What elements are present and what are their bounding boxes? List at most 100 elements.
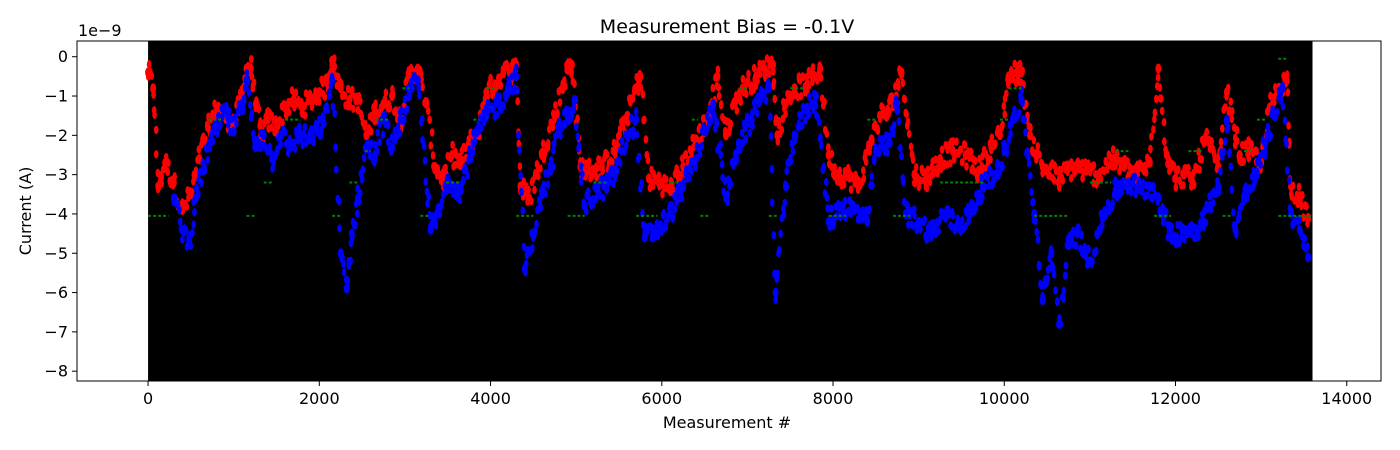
- data-point: [380, 114, 387, 125]
- data-point: [270, 164, 275, 173]
- data-point: [397, 129, 403, 138]
- data-point: [408, 63, 414, 73]
- data-point: [728, 179, 734, 188]
- data-point: [1074, 228, 1080, 239]
- data-point: [598, 161, 605, 172]
- data-point: [817, 63, 824, 74]
- data-point: [419, 115, 425, 124]
- data-point: [571, 103, 577, 112]
- data-point: [667, 208, 674, 219]
- data-point: [329, 75, 336, 86]
- data-point: [222, 106, 229, 117]
- data-point: [1018, 95, 1025, 105]
- data-point: [293, 88, 299, 97]
- data-point: [234, 119, 239, 128]
- data-point: [278, 139, 284, 149]
- data-point: [1138, 185, 1145, 196]
- data-point: [1168, 232, 1175, 243]
- data-point: [941, 208, 948, 219]
- data-point: [774, 130, 781, 141]
- data-point: [1152, 115, 1157, 124]
- data-point: [988, 155, 993, 164]
- data-point: [1146, 181, 1153, 192]
- data-point: [190, 228, 195, 237]
- data-point: [569, 70, 574, 79]
- data-point: [465, 171, 470, 180]
- data-point: [516, 130, 521, 140]
- data-point: [1181, 224, 1188, 235]
- data-point: [950, 211, 956, 220]
- data-point: [1069, 233, 1075, 242]
- data-point: [269, 123, 274, 132]
- data-point: [1284, 139, 1289, 149]
- data-point: [273, 122, 280, 133]
- data-point: [1280, 102, 1286, 111]
- data-point: [1073, 241, 1079, 250]
- data-point: [962, 140, 968, 150]
- data-point: [1230, 107, 1235, 116]
- data-point: [773, 295, 778, 304]
- data-point: [960, 158, 965, 167]
- data-point: [861, 174, 867, 183]
- data-point: [577, 141, 582, 151]
- data-point: [429, 128, 435, 137]
- data-point: [564, 110, 571, 121]
- data-point: [457, 157, 464, 168]
- data-point: [1296, 193, 1303, 204]
- data-point: [870, 181, 875, 190]
- data-point: [572, 79, 577, 89]
- data-point: [790, 92, 796, 101]
- data-point: [825, 216, 832, 227]
- data-point: [748, 114, 755, 125]
- data-point: [1148, 144, 1153, 154]
- data-point: [541, 180, 547, 190]
- data-point: [634, 130, 640, 139]
- data-point: [856, 207, 862, 216]
- data-point: [1288, 208, 1295, 219]
- data-point: [689, 166, 694, 176]
- data-point: [300, 141, 306, 150]
- data-point: [983, 164, 988, 173]
- data-point: [193, 166, 199, 175]
- data-point: [1234, 125, 1240, 135]
- data-point: [249, 109, 255, 118]
- data-point: [496, 98, 503, 109]
- data-point: [877, 110, 884, 121]
- data-point: [244, 68, 250, 78]
- data-point: [404, 104, 410, 114]
- data-point: [633, 114, 640, 125]
- data-point: [740, 83, 747, 94]
- data-point: [896, 117, 902, 126]
- data-point: [593, 194, 599, 203]
- data-point: [764, 54, 770, 63]
- data-point: [526, 185, 531, 195]
- data-point: [1058, 165, 1064, 175]
- data-point: [186, 236, 193, 247]
- data-point: [718, 150, 724, 160]
- data-point: [421, 142, 427, 151]
- data-point: [791, 83, 798, 94]
- data-point: [342, 91, 348, 100]
- data-point: [718, 101, 724, 110]
- data-point: [902, 208, 909, 219]
- data-point: [656, 171, 662, 180]
- data-point: [1159, 94, 1164, 103]
- data-point: [891, 129, 896, 138]
- data-point: [368, 127, 374, 136]
- data-point: [423, 177, 429, 187]
- data-point: [1305, 242, 1310, 251]
- data-point: [1279, 83, 1286, 94]
- data-point: [322, 92, 328, 102]
- data-point: [918, 224, 923, 234]
- data-point: [549, 156, 554, 165]
- data-point: [1172, 173, 1179, 184]
- data-point: [152, 110, 157, 119]
- data-point: [679, 194, 685, 203]
- data-point: [1039, 161, 1046, 172]
- data-point: [203, 135, 208, 144]
- data-point: [249, 55, 254, 64]
- data-point: [975, 165, 982, 176]
- y-tick-label: −8: [44, 362, 68, 381]
- data-point: [1080, 174, 1085, 183]
- data-point: [246, 88, 252, 98]
